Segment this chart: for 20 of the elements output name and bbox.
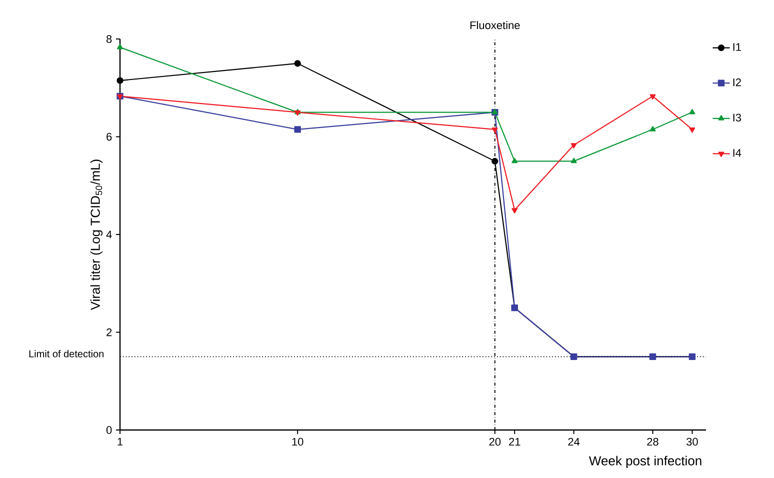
x-tick-label: 24 — [568, 438, 580, 446]
x-tick-label: 30 — [686, 438, 698, 446]
y-tick-label: 8 — [106, 35, 112, 43]
y-tick-label: 0 — [106, 426, 112, 434]
y-tick-label: 4 — [106, 230, 112, 238]
y-axis-title: Viral titer (Log TCID$_{50}$/mL) — [90, 160, 102, 310]
legend-label: I1 — [733, 43, 741, 51]
x-axis-title: Week post infection — [588, 456, 702, 468]
y-tick-label: 6 — [106, 132, 112, 141]
x-tick-label: 10 — [292, 438, 304, 446]
legend-label: I3 — [733, 114, 741, 122]
legend-label: I4 — [733, 149, 742, 157]
x-tick-label: 28 — [647, 438, 658, 446]
y-tick-label: 2 — [106, 328, 112, 336]
x-tick-label: 21 — [509, 438, 520, 446]
x-tick-label: 1 — [118, 438, 123, 446]
ref-line-label: Limit of detection — [29, 350, 104, 358]
legend-label: I2 — [733, 78, 741, 86]
ref-line-label: Fluoxetine — [470, 21, 520, 30]
x-tick-label: 20 — [489, 438, 501, 446]
